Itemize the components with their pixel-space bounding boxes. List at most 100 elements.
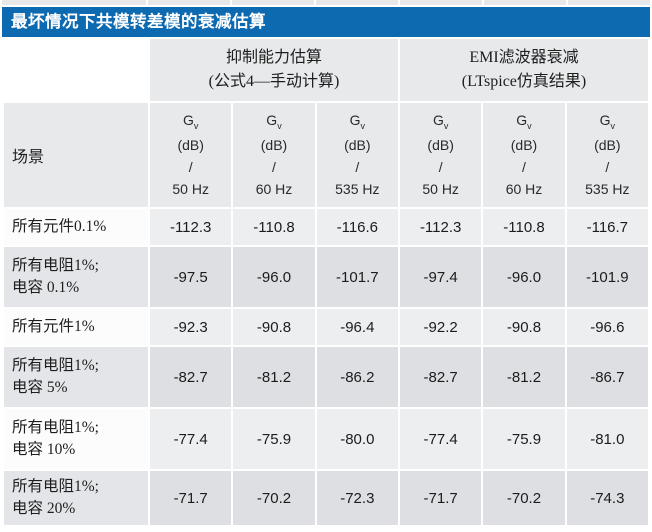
value-cell: -101.7 — [316, 247, 398, 307]
group-header-suppression-estimate: 抑制能力估算 (公式4—手动计算) — [150, 39, 398, 101]
gain-slash-label: / — [605, 158, 610, 175]
table-row: 所有元件0.1% -112.3 -110.8 -116.6 -112.3 -11… — [4, 209, 648, 245]
gain-unit-label: (dB) — [344, 136, 371, 153]
value-cell: -112.3 — [150, 209, 232, 245]
value-cell: -86.7 — [566, 347, 648, 407]
gain-symbol-label: Gv — [599, 112, 616, 132]
scenario-cell: 所有电阻1%; 电容 5% — [4, 347, 148, 407]
value-cell: -81.2 — [483, 347, 565, 407]
col-header-gv-50hz-ltspice: Gv (dB) / 50 Hz — [399, 103, 482, 207]
table-title-bar: 最坏情况下共模转差模的衰减估算 — [2, 7, 650, 37]
gain-unit-label: (dB) — [510, 136, 538, 153]
gain-unit-label: (dB) — [594, 136, 621, 153]
group-header-emi-filter: EMI滤波器衰减 (LTspice仿真结果) — [399, 39, 648, 101]
value-cell: -90.8 — [233, 309, 315, 345]
value-cell: -72.3 — [316, 471, 398, 525]
cropped-row-sliver — [0, 0, 652, 5]
value-cell: -82.7 — [399, 347, 482, 407]
scenario-cell: 所有电阻1%; 电容 0.1% — [4, 247, 148, 307]
value-cell: -110.8 — [233, 209, 315, 245]
value-cell: -81.0 — [566, 409, 648, 469]
value-cell: -101.9 — [566, 247, 648, 307]
group-header-line1: 抑制能力估算 — [225, 49, 322, 66]
value-cell: -75.9 — [483, 409, 565, 469]
value-cell: -71.7 — [150, 471, 232, 525]
sliver-cell — [484, 0, 566, 5]
scenario-cell: 所有电阻1%; 电容 10% — [4, 409, 148, 469]
value-cell: -96.6 — [566, 309, 648, 345]
gain-symbol-label: Gv — [516, 112, 532, 132]
freq-label: 535 Hz — [335, 181, 380, 198]
table-row: 所有电阻1%; 电容 5% -82.7 -81.2 -86.2 -82.7 -8… — [4, 347, 648, 407]
col-header-gv-50hz-manual: Gv (dB) / 50 Hz — [150, 103, 232, 207]
scenario-cell: 所有元件1% — [4, 309, 148, 345]
value-cell: -71.7 — [399, 471, 482, 525]
value-cell: -116.6 — [316, 209, 398, 245]
col-header-gv-60hz-ltspice: Gv (dB) / 60 Hz — [483, 103, 565, 207]
col-header-gv-60hz-manual: Gv (dB) / 60 Hz — [233, 103, 315, 207]
gain-unit-label: (dB) — [427, 136, 454, 153]
sliver-cell — [568, 0, 650, 5]
value-cell: -74.3 — [566, 471, 648, 525]
freq-label: 60 Hz — [255, 181, 293, 198]
value-cell: -86.2 — [316, 347, 398, 407]
value-cell: -96.0 — [233, 247, 315, 307]
value-cell: -97.5 — [150, 247, 232, 307]
gain-slash-label: / — [272, 158, 276, 175]
value-cell: -70.2 — [483, 471, 565, 525]
gain-symbol-label: Gv — [266, 112, 282, 132]
scenario-column-header: 场景 — [4, 103, 148, 207]
sliver-cell — [148, 0, 230, 5]
value-cell: -96.0 — [483, 247, 565, 307]
value-cell: -70.2 — [233, 471, 315, 525]
value-cell: -116.7 — [566, 209, 648, 245]
scenario-cell: 所有电阻1%; 电容 20% — [4, 471, 148, 525]
gain-slash-label: / — [188, 158, 193, 175]
value-cell: -96.4 — [316, 309, 398, 345]
table-title: 最坏情况下共模转差模的衰减估算 — [11, 12, 266, 31]
gain-slash-label: / — [522, 158, 526, 175]
gain-unit-label: (dB) — [177, 136, 204, 153]
gain-unit-label: (dB) — [260, 136, 288, 153]
value-cell: -77.4 — [150, 409, 232, 469]
group-header-row: 抑制能力估算 (公式4—手动计算) EMI滤波器衰减 (LTspice仿真结果) — [4, 39, 648, 101]
gain-slash-label: / — [438, 158, 443, 175]
sliver-cell — [2, 0, 146, 5]
sliver-cell — [232, 0, 314, 5]
value-cell: -82.7 — [150, 347, 232, 407]
value-cell: -112.3 — [399, 209, 482, 245]
gain-slash-label: / — [355, 158, 360, 175]
value-cell: -90.8 — [483, 309, 565, 345]
table-row: 所有元件1% -92.3 -90.8 -96.4 -92.2 -90.8 -96… — [4, 309, 648, 345]
sliver-cell — [400, 0, 482, 5]
table-row: 所有电阻1%; 电容 10% -77.4 -75.9 -80.0 -77.4 -… — [4, 409, 648, 469]
freq-label: 50 Hz — [172, 181, 209, 198]
column-header-row: 场景 Gv (dB) / 50 Hz Gv (dB) / 60 Hz Gv (d… — [4, 103, 648, 207]
freq-label: 535 Hz — [585, 181, 630, 198]
table-row: 所有电阻1%; 电容 20% -71.7 -70.2 -72.3 -71.7 -… — [4, 471, 648, 525]
value-cell: -92.2 — [399, 309, 482, 345]
value-cell: -77.4 — [399, 409, 482, 469]
gain-symbol-label: Gv — [349, 112, 366, 132]
group-header-line2: (公式4—手动计算) — [208, 73, 340, 90]
col-header-gv-535hz-manual: Gv (dB) / 535 Hz — [316, 103, 398, 207]
value-cell: -110.8 — [483, 209, 565, 245]
value-cell: -92.3 — [150, 309, 232, 345]
blank-corner-cell — [4, 39, 148, 101]
gain-symbol-label: Gv — [182, 112, 199, 132]
freq-label: 50 Hz — [422, 181, 459, 198]
value-cell: -97.4 — [399, 247, 482, 307]
sliver-cell — [316, 0, 398, 5]
attenuation-table: 抑制能力估算 (公式4—手动计算) EMI滤波器衰减 (LTspice仿真结果)… — [2, 37, 650, 527]
gain-symbol-label: Gv — [432, 112, 449, 132]
group-header-line1: EMI滤波器衰减 — [469, 49, 579, 66]
scenario-cell: 所有元件0.1% — [4, 209, 148, 245]
group-header-line2: (LTspice仿真结果) — [461, 73, 587, 90]
value-cell: -75.9 — [233, 409, 315, 469]
value-cell: -81.2 — [233, 347, 315, 407]
table-row: 所有电阻1%; 电容 0.1% -97.5 -96.0 -101.7 -97.4… — [4, 247, 648, 307]
col-header-gv-535hz-ltspice: Gv (dB) / 535 Hz — [566, 103, 648, 207]
freq-label: 60 Hz — [505, 181, 543, 198]
value-cell: -80.0 — [316, 409, 398, 469]
